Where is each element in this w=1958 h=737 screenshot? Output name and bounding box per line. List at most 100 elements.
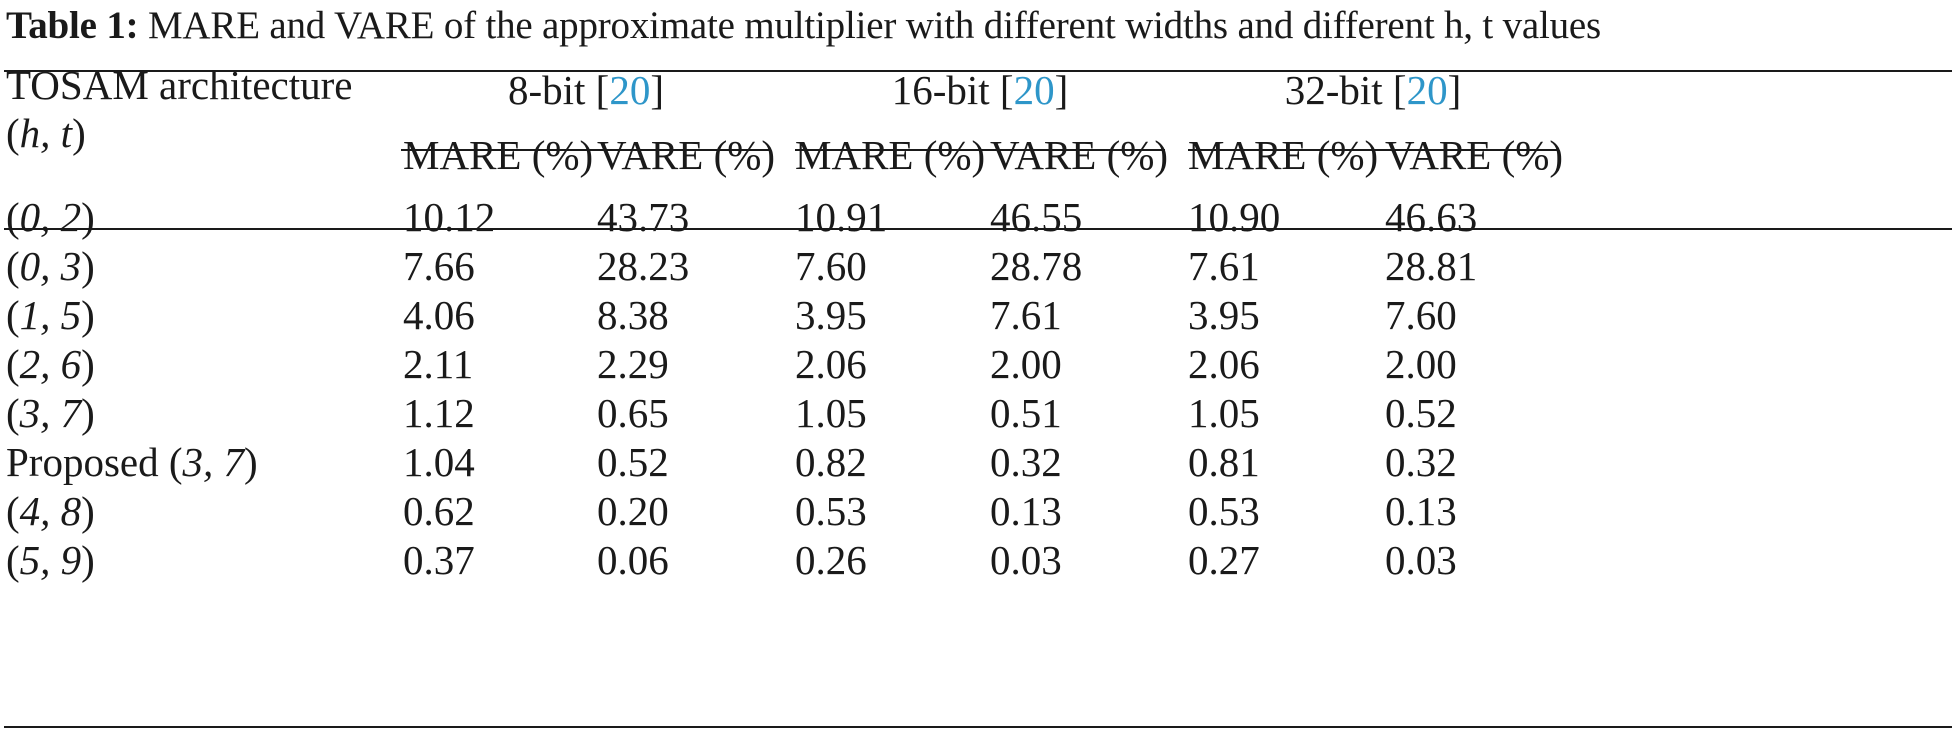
table-cell: 2.06 [1188, 341, 1260, 387]
row-label: (1, 5) [6, 290, 95, 340]
citation-link[interactable]: 20 [1406, 67, 1448, 113]
arch-paren-close: ) [72, 110, 86, 156]
citation-link[interactable]: 20 [1013, 67, 1055, 113]
subcolumn-header: MARE (%) [403, 132, 594, 178]
param-t: 2 [60, 194, 82, 240]
table-cell: 0.81 [1188, 439, 1260, 485]
table-cell: 10.91 [795, 194, 888, 240]
table-cell: 0.53 [795, 488, 867, 534]
param-t: 8 [60, 488, 82, 534]
table-cell: 28.23 [597, 243, 690, 289]
table-cell: 0.27 [1188, 537, 1260, 583]
table-cell: 8.38 [597, 292, 669, 338]
top-rule [4, 70, 1952, 72]
param-t: 6 [60, 341, 82, 387]
citation-link[interactable]: 20 [609, 67, 651, 113]
row-label: (5, 9) [6, 535, 95, 585]
row-label: (0, 2) [6, 192, 95, 242]
param-h: 3 [182, 439, 204, 485]
table-cell: 0.03 [1385, 537, 1457, 583]
group-suffix: ] [650, 67, 664, 113]
param-sep: , [40, 488, 61, 534]
group-suffix: ] [1054, 67, 1069, 113]
table-cell: 7.61 [1188, 243, 1260, 289]
paren-open: ( [6, 488, 20, 534]
param-sep: , [40, 292, 61, 338]
param-h: 5 [19, 537, 41, 583]
table-cell: 10.12 [403, 194, 496, 240]
bottom-rule [4, 726, 1952, 728]
group-suffix: ] [1447, 67, 1462, 113]
paren-open: ( [6, 243, 20, 289]
subcolumn-header: VARE (%) [597, 132, 776, 178]
paren-open: ( [6, 390, 20, 436]
table-cell: 10.90 [1188, 194, 1281, 240]
group-header: 16-bit [20] [795, 65, 1165, 115]
group-prefix: 8-bit [ [508, 67, 610, 113]
param-t: 7 [223, 439, 245, 485]
group-rule [1188, 149, 1558, 151]
row-label: (4, 8) [6, 486, 95, 536]
arch-header-params: (h, t) [6, 108, 86, 158]
table-cell: 0.13 [990, 488, 1062, 534]
caption-text: MARE and VARE of the approximate multipl… [138, 4, 1602, 47]
table-cell: 0.26 [795, 537, 867, 583]
row-label: Proposed (3, 7) [6, 437, 258, 487]
table-cell: 7.60 [1385, 292, 1457, 338]
table-cell: 0.03 [990, 537, 1062, 583]
table-cell: 1.05 [1188, 390, 1260, 436]
param-h: 0 [19, 194, 41, 240]
paren-open: ( [6, 537, 20, 583]
group-header: 32-bit [20] [1188, 65, 1558, 115]
row-prefix: Proposed [6, 439, 169, 485]
paren-open: ( [6, 292, 20, 338]
paren-open: ( [6, 341, 20, 387]
table-cell: 1.05 [795, 390, 867, 436]
param-sep: , [40, 537, 61, 583]
table-cell: 7.66 [403, 243, 475, 289]
table-cell: 0.13 [1385, 488, 1457, 534]
param-h: 4 [19, 488, 41, 534]
param-t: 9 [60, 537, 82, 583]
subcolumn-header: VARE (%) [1385, 132, 1564, 178]
arch-paren-open: ( [6, 110, 20, 156]
subcolumn-header: MARE (%) [1188, 132, 1379, 178]
arch-param-h: h [19, 110, 41, 156]
table-cell: 4.06 [403, 292, 475, 338]
param-sep: , [203, 439, 224, 485]
group-rule [795, 149, 1165, 151]
table-cell: 46.55 [990, 194, 1083, 240]
caption-label: Table 1: [6, 4, 139, 47]
arch-param-sep: , [40, 110, 61, 156]
paren-open: ( [6, 194, 20, 240]
table-cell: 3.95 [1188, 292, 1260, 338]
table-cell: 0.20 [597, 488, 669, 534]
paren-close: ) [81, 537, 95, 583]
paren-close: ) [81, 488, 95, 534]
param-sep: , [40, 194, 61, 240]
table-cell: 0.62 [403, 488, 475, 534]
param-t: 5 [60, 292, 82, 338]
table-cell: 43.73 [597, 194, 690, 240]
table-cell: 7.60 [795, 243, 867, 289]
row-label: (2, 6) [6, 339, 95, 389]
param-h: 0 [19, 243, 41, 289]
param-h: 1 [19, 292, 41, 338]
table-cell: 3.95 [795, 292, 867, 338]
table-cell: 0.32 [990, 439, 1062, 485]
table-cell: 0.32 [1385, 439, 1457, 485]
paren-close: ) [81, 341, 95, 387]
param-t: 3 [60, 243, 82, 289]
param-h: 3 [19, 390, 41, 436]
table-cell: 28.78 [990, 243, 1083, 289]
row-label: (0, 3) [6, 241, 95, 291]
table-cell: 0.65 [597, 390, 669, 436]
table-cell: 0.06 [597, 537, 669, 583]
group-header: 8-bit [20] [401, 65, 771, 115]
arch-header-label: TOSAM architecture [6, 62, 353, 108]
table-cell: 1.12 [403, 390, 475, 436]
paren-close: ) [81, 194, 95, 240]
table-cell: 0.52 [1385, 390, 1457, 436]
paren-close: ) [81, 292, 95, 338]
paren-close: ) [81, 243, 95, 289]
